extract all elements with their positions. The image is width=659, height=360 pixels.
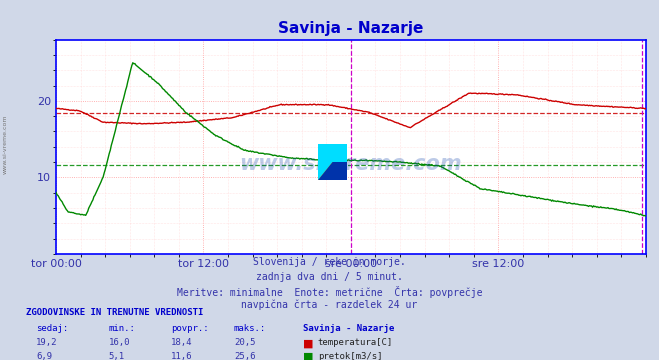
Text: 18,4: 18,4 — [171, 338, 193, 347]
Text: pretok[m3/s]: pretok[m3/s] — [318, 352, 382, 360]
Text: 6,9: 6,9 — [36, 352, 52, 360]
Polygon shape — [318, 144, 347, 180]
Text: ■: ■ — [303, 352, 314, 360]
Text: Slovenija / reke in morje.: Slovenija / reke in morje. — [253, 257, 406, 267]
Polygon shape — [318, 144, 347, 162]
Text: 5,1: 5,1 — [109, 352, 125, 360]
Text: 16,0: 16,0 — [109, 338, 130, 347]
Polygon shape — [318, 144, 347, 180]
Text: ZGODOVINSKE IN TRENUTNE VREDNOSTI: ZGODOVINSKE IN TRENUTNE VREDNOSTI — [26, 308, 204, 317]
Text: navpična črta - razdelek 24 ur: navpična črta - razdelek 24 ur — [241, 300, 418, 310]
Polygon shape — [318, 144, 347, 180]
Title: Savinja - Nazarje: Savinja - Nazarje — [278, 21, 424, 36]
Text: 19,2: 19,2 — [36, 338, 58, 347]
Text: min.:: min.: — [109, 324, 136, 333]
Text: 20,5: 20,5 — [234, 338, 256, 347]
Text: povpr.:: povpr.: — [171, 324, 209, 333]
Text: maks.:: maks.: — [234, 324, 266, 333]
Text: www.si-vreme.com: www.si-vreme.com — [3, 114, 8, 174]
Text: zadnja dva dni / 5 minut.: zadnja dva dni / 5 minut. — [256, 272, 403, 282]
Text: Savinja - Nazarje: Savinja - Nazarje — [303, 324, 395, 333]
Text: 11,6: 11,6 — [171, 352, 193, 360]
Text: temperatura[C]: temperatura[C] — [318, 338, 393, 347]
Text: Meritve: minimalne  Enote: metrične  Črta: povprečje: Meritve: minimalne Enote: metrične Črta:… — [177, 286, 482, 298]
Text: sedaj:: sedaj: — [36, 324, 69, 333]
Text: www.si-vreme.com: www.si-vreme.com — [240, 154, 462, 174]
Text: 25,6: 25,6 — [234, 352, 256, 360]
Text: ■: ■ — [303, 338, 314, 348]
